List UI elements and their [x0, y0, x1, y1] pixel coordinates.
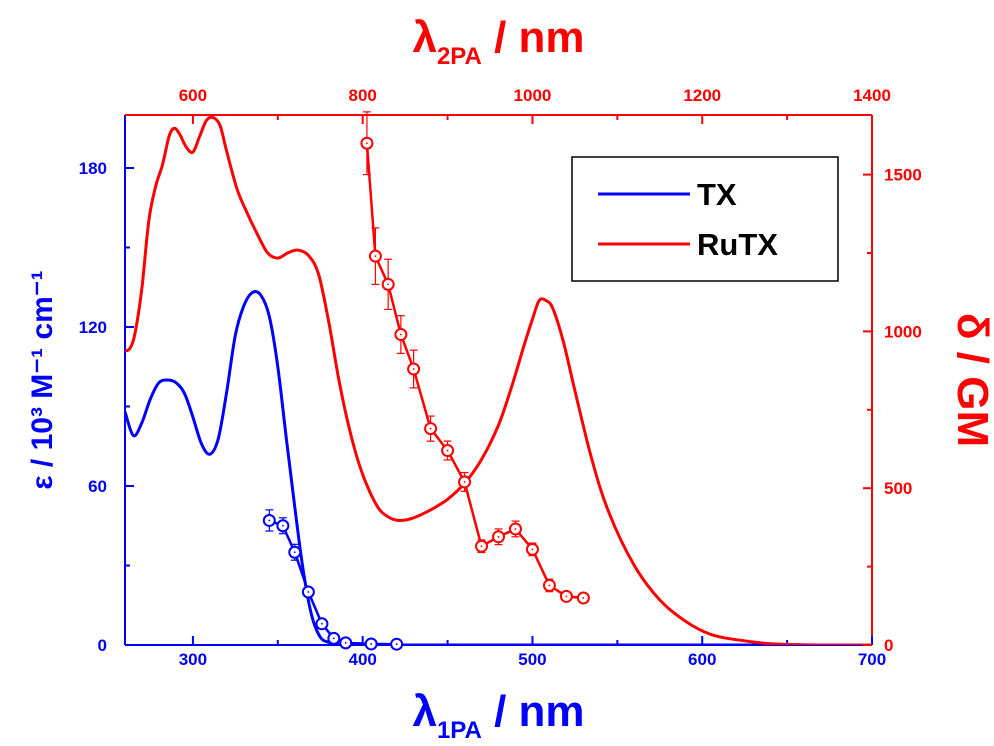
data-point-dot	[395, 643, 398, 646]
x-bottom-axis-title-main: λ	[412, 687, 436, 736]
data-point-dot	[332, 637, 335, 640]
data-point-dot	[514, 528, 517, 530]
x-top-tick-label: 1200	[683, 86, 721, 105]
legend-box	[571, 156, 839, 282]
x-top-tick-label: 600	[179, 86, 207, 105]
series-line-rutx-1pa	[125, 115, 872, 645]
series-connector-rutx-2pa	[365, 143, 584, 600]
data-point-dot	[344, 641, 347, 644]
data-point-dot	[497, 535, 500, 538]
x-bottom-axis-title: λ1PA / nm	[412, 687, 584, 744]
x-top-axis-title-suffix: / nm	[482, 13, 585, 62]
series-line-tx-1pa	[125, 290, 872, 645]
data-point-dot	[293, 551, 296, 554]
data-point-dot	[307, 591, 310, 593]
legend-label-rutx: RuTX	[697, 227, 778, 262]
data-point-dot	[429, 427, 432, 430]
axis-text-group: 300 400 500 600 700 600 800 1000 1200 1400 0 60 120 1…	[26, 13, 994, 744]
x-bottom-tick-label: 500	[518, 650, 546, 669]
x-bottom-tick-label: 300	[179, 650, 207, 669]
legend-label-tx: TX	[697, 177, 737, 212]
data-point-dot	[366, 142, 368, 145]
y-right-tick-label: 1500	[884, 166, 922, 185]
data-point-dot	[268, 519, 271, 522]
x-bottom-tick-label: 700	[858, 650, 886, 669]
series-lines-group	[125, 115, 872, 645]
data-point-dot	[281, 524, 284, 527]
x-bottom-tick-label: 400	[348, 650, 376, 669]
y-right-tick-label: 500	[884, 479, 912, 498]
series-points-group	[262, 111, 590, 651]
data-point-dot	[399, 333, 402, 336]
data-point-dot	[412, 368, 415, 370]
x-bottom-axis-title-suffix: / nm	[482, 687, 585, 736]
data-point-dot	[480, 545, 483, 548]
data-point-dot	[370, 643, 373, 645]
y-right-tick-label: 1000	[884, 322, 922, 341]
data-point-dot	[582, 597, 585, 599]
data-point-dot	[548, 584, 551, 587]
x-top-axis-title: λ2PA / nm	[412, 13, 584, 70]
data-point-dot	[446, 449, 449, 452]
y-left-tick-label: 120	[79, 318, 107, 337]
y-left-tick-label: 0	[98, 636, 107, 655]
data-point-dot	[463, 481, 466, 483]
series-points-tx-2pa	[262, 509, 404, 651]
x-bottom-tick-label: 600	[688, 650, 716, 669]
legend-group: TX RuTX	[571, 156, 839, 282]
data-point-dot	[321, 622, 323, 625]
x-bottom-axis-title-sub: 1PA	[437, 717, 482, 744]
data-point-dot	[374, 255, 377, 258]
x-top-axis-title-main: λ	[412, 13, 436, 62]
x-top-tick-label: 1400	[853, 86, 891, 105]
y-left-tick-label: 60	[88, 477, 107, 496]
y-right-axis-title: δ / GM	[948, 313, 994, 447]
y-left-tick-label: 180	[79, 159, 107, 178]
data-point-dot	[565, 595, 568, 598]
data-point-dot	[531, 548, 534, 551]
data-point-dot	[387, 283, 390, 286]
x-top-tick-label: 800	[348, 86, 376, 105]
series-points-rutx-2pa	[360, 111, 590, 605]
series-connector-tx-2pa	[268, 519, 397, 646]
x-top-tick-label: 1000	[514, 86, 552, 105]
x-top-axis-title-sub: 2PA	[437, 43, 482, 70]
y-right-tick-label: 0	[884, 636, 893, 655]
y-left-axis-title: ε / 10³ M⁻¹ cm⁻¹	[26, 270, 59, 489]
